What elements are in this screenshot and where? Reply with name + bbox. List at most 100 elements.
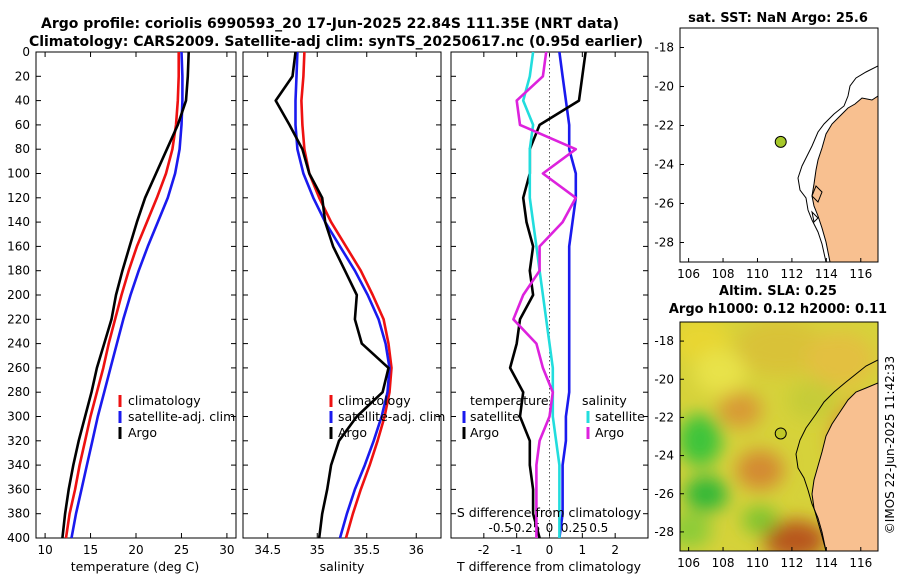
y-tick-label: 240 [7,337,30,351]
legend-argo-label: Argo [338,425,367,440]
title-line-2: Climatology: CARS2009. Satellite-adj cli… [29,34,643,50]
x-tick-label: 35.5 [353,543,380,557]
legend-temperature-title: temperature [470,393,549,408]
map-x-tick-label: 112 [780,556,803,570]
secondary-x-tick-label: 0 [546,521,554,535]
map-y-tick-label: -28 [654,525,674,539]
y-tick-label: 100 [7,167,30,181]
secondary-x-tick-label: 0.25 [561,521,588,535]
y-tick-label: 180 [7,264,30,278]
series-line-t-satellite [558,51,578,539]
y-tick-label: 20 [15,69,30,83]
secondary-x-tick-label: -0.25 [509,521,540,535]
map-y-tick-label: -22 [654,119,674,133]
series-line-s-satellite [521,51,561,538]
y-tick-label: 300 [7,410,30,424]
x-tick-label: 10 [37,543,52,557]
y-tick-label: 280 [7,385,30,399]
y-tick-label: 200 [7,288,30,302]
sla-argo-position-marker [774,427,787,440]
legend-satellite-label: satellite-adj. clim [128,409,235,424]
legend-s-satellite-label: satellite [595,409,645,424]
map-x-tick-label: 114 [815,267,838,281]
x-tick-label: -1 [511,543,523,557]
series-line-s-argo [512,51,578,538]
temperature-plot: 10 15 20 25 30020406080100120140160180200220… [7,45,236,557]
y-tick-label: 80 [15,142,30,156]
sla-map-ticks: 106 108 110 112 114 116 -18 -20 -22 -24 -26 -28 [654,334,872,570]
series-line-satellite-adj-clim [294,51,391,539]
x-tick-label: 2 [611,543,619,557]
map-y-tick-label: -18 [654,334,674,348]
y-tick-label: 360 [7,482,30,496]
difference-legend: temperature satellite Argo salinity sate… [462,393,645,440]
x-tick-label: 15 [83,543,98,557]
temperature-xlabel: temperature (deg C) [71,559,200,574]
y-tick-label: 140 [7,215,30,229]
map-x-tick-label: 112 [780,267,803,281]
y-tick-label: 260 [7,361,30,375]
salinity-plot: 34.5 35 35.5 36 [243,51,441,557]
map-y-tick-label: -26 [654,197,674,211]
legend-t-argo-label: Argo [470,425,499,440]
sst-map-ticks: 106 108 110 112 114 116 -18 -20 -22 -24 -26 -28 [654,41,872,282]
y-tick-label: 320 [7,434,30,448]
legend-satellite-label: satellite-adj. clim [338,409,445,424]
difference-xlabel-2: S difference from climatology [457,505,642,520]
temperature-axes [35,51,237,539]
map-x-tick-label: 116 [849,267,872,281]
x-tick-label: 0 [546,543,554,557]
secondary-x-tick-label: -0.5 [489,521,512,535]
map-y-tick-label: -24 [654,158,674,172]
map-y-tick-label: -20 [654,80,674,94]
salinity-legend: climatology satellite-adj. clim Argo [329,393,445,440]
x-tick-label: 1 [579,543,587,557]
series-line-argo [61,51,190,539]
x-tick-label: 30 [219,543,234,557]
series-line-climatology [64,52,180,539]
series-line-climatology [300,51,393,539]
map-y-tick-label: -18 [654,41,674,55]
sst-map-title: sat. SST: NaN Argo: 25.6 [688,11,868,26]
y-tick-label: 0 [22,45,30,59]
y-tick-label: 160 [7,239,30,253]
sla-map-title-2: Argo h1000: 0.12 h2000: 0.11 [669,302,887,317]
legend-argo-label: Argo [128,425,157,440]
map-y-tick-label: -28 [654,236,674,250]
y-tick-label: 220 [7,312,30,326]
imos-timestamp-watermark: ©IMOS 22-Jun-2025 11:42:33 [883,356,897,534]
map-y-tick-label: -22 [654,410,674,424]
sst-argo-position-marker [774,135,787,148]
x-tick-label: 25 [174,543,189,557]
temperature-legend: climatology satellite-adj. clim Argo [118,393,235,440]
secondary-x-tick-label: 0.5 [589,521,608,535]
sla-map-coastline [795,359,878,551]
sla-map-frame [679,321,879,552]
y-tick-label: 380 [7,507,30,521]
x-tick-label: -2 [478,543,490,557]
map-x-tick-label: 106 [677,556,700,570]
sla-map-land [811,382,878,551]
map-x-tick-label: 108 [712,267,735,281]
legend-salinity-title: salinity [582,393,627,408]
map-x-tick-label: 108 [712,556,735,570]
map-y-tick-label: -20 [654,372,674,386]
map-x-tick-label: 110 [746,267,769,281]
y-tick-label: 340 [7,458,30,472]
map-y-tick-label: -24 [654,449,674,463]
y-tick-label: 60 [15,118,30,132]
sst-map-islands [811,185,823,224]
x-tick-label: 35 [310,543,325,557]
sst-map-land [811,95,878,262]
x-tick-label: 34.5 [254,543,281,557]
y-tick-label: 400 [7,531,30,545]
sst-map-frame [679,27,879,263]
difference-xlabel: T difference from climatology [456,559,642,574]
legend-climatology-label: climatology [338,393,411,408]
map-y-tick-label: -26 [654,487,674,501]
series-line-argo [274,51,390,539]
map-x-tick-label: 110 [746,556,769,570]
map-x-tick-label: 114 [815,556,838,570]
map-x-tick-label: 116 [849,556,872,570]
sst-map-coastline [797,65,878,262]
